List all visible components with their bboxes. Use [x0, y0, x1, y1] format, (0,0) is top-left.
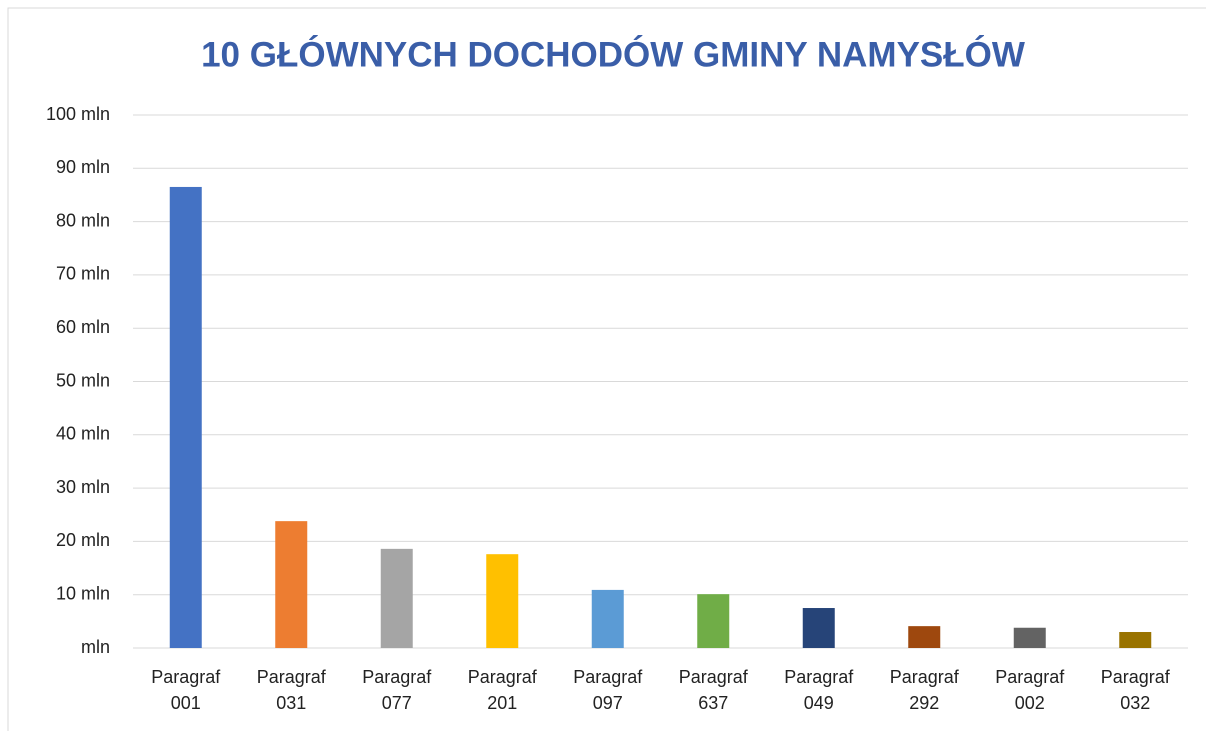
- y-tick-label: 20 mln: [56, 530, 110, 550]
- bar: [802, 608, 835, 648]
- chart-border: [7, 7, 1206, 731]
- x-tick-label: Paragraf 292: [889, 667, 959, 713]
- chart-title: 10 GŁÓWNYCH DOCHODÓW GMINY NAMYSŁÓW: [201, 34, 1025, 74]
- x-tick-label: Paragraf 031: [256, 667, 326, 713]
- x-tick-label: Paragraf 032: [1100, 667, 1170, 713]
- y-tick-label: 40 mln: [56, 424, 110, 444]
- y-tick-label: 10 mln: [56, 583, 110, 603]
- x-tick-label: Paragraf 001: [151, 667, 221, 713]
- x-tick-label: Paragraf 097: [573, 667, 643, 713]
- x-tick-label: Paragraf 077: [362, 667, 432, 713]
- bar: [591, 589, 624, 648]
- bar: [275, 521, 308, 648]
- y-tick-label: mln: [81, 637, 110, 657]
- bar: [1013, 627, 1046, 648]
- bar: [697, 594, 730, 648]
- bar: [169, 186, 202, 648]
- y-tick-label: 90 mln: [56, 157, 110, 177]
- y-tick-label: 60 mln: [56, 317, 110, 337]
- x-tick-label: Paragraf 201: [467, 667, 537, 713]
- bar: [908, 626, 941, 648]
- x-tick-label: Paragraf 002: [995, 667, 1065, 713]
- x-tick-label: Paragraf 637: [678, 667, 748, 713]
- bar: [1119, 632, 1152, 648]
- x-tick-label: Paragraf 049: [784, 667, 854, 713]
- y-tick-label: 70 mln: [56, 264, 110, 284]
- bar: [486, 554, 519, 648]
- y-tick-label: 30 mln: [56, 477, 110, 497]
- y-tick-label: 100 mln: [46, 104, 110, 124]
- y-tick-label: 80 mln: [56, 210, 110, 230]
- y-tick-label: 50 mln: [56, 370, 110, 390]
- bar: [380, 548, 413, 648]
